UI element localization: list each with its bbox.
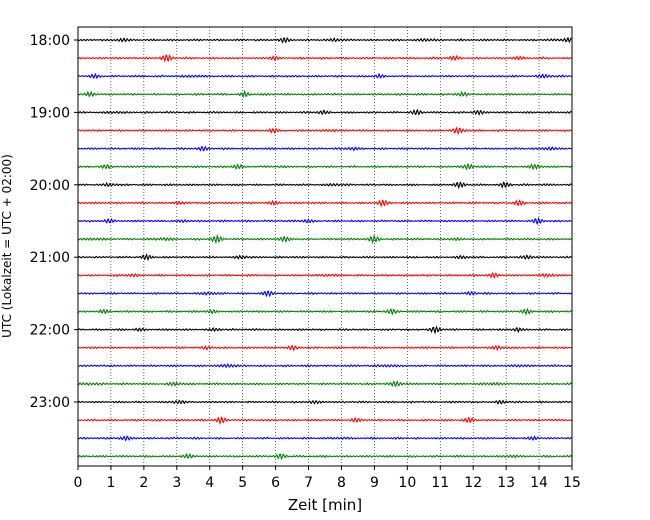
plot-frame bbox=[77, 26, 573, 467]
trace-line bbox=[77, 363, 572, 368]
trace-line bbox=[77, 36, 572, 44]
trace-line bbox=[77, 181, 572, 190]
y-tick-label: 21:00 bbox=[30, 250, 70, 266]
y-tick-label: 22:00 bbox=[30, 323, 70, 339]
trace-line bbox=[77, 234, 572, 245]
y-axis-ticks: 18:00 19:00 20:00 21:00 22:00 23:00 bbox=[30, 33, 78, 411]
x-tick-label: 12 bbox=[464, 475, 482, 491]
x-tick-label: 6 bbox=[271, 475, 280, 491]
trace-line bbox=[77, 253, 572, 262]
trace-line bbox=[77, 380, 572, 387]
trace-line bbox=[77, 145, 572, 152]
trace-line bbox=[77, 325, 572, 335]
trace-line bbox=[77, 416, 572, 426]
trace-line bbox=[77, 344, 572, 352]
x-tick-label: 14 bbox=[530, 475, 548, 491]
x-tick-label: 7 bbox=[304, 475, 313, 491]
trace-line bbox=[77, 216, 572, 226]
x-tick-label: 0 bbox=[74, 475, 83, 491]
y-tick-label: 23:00 bbox=[30, 395, 70, 411]
trace-line bbox=[77, 162, 572, 171]
y-axis-label: UTC (Lokalzeit = UTC + 02:00) bbox=[0, 154, 14, 338]
x-tick-label: 10 bbox=[398, 475, 416, 491]
trace-line bbox=[77, 199, 572, 208]
y-tick-label: 20:00 bbox=[30, 178, 70, 194]
trace-line bbox=[77, 399, 572, 405]
trace-line bbox=[77, 89, 572, 99]
trace-line bbox=[77, 307, 572, 316]
trace-line bbox=[77, 272, 572, 279]
x-tick-label: 9 bbox=[370, 475, 379, 491]
trace-line bbox=[77, 72, 572, 80]
trace-line bbox=[77, 452, 572, 461]
trace-line bbox=[77, 53, 572, 63]
trace-series bbox=[77, 36, 572, 461]
y-tick-label: 19:00 bbox=[30, 105, 70, 121]
x-tick-label: 15 bbox=[563, 475, 581, 491]
trace-line bbox=[77, 126, 572, 136]
trace-line bbox=[77, 108, 572, 116]
y-tick-label: 18:00 bbox=[30, 33, 70, 49]
grid-lines bbox=[110, 27, 540, 466]
x-tick-label: 5 bbox=[238, 475, 247, 491]
x-tick-label: 4 bbox=[205, 475, 214, 491]
x-tick-label: 13 bbox=[497, 475, 515, 491]
x-tick-label: 1 bbox=[106, 475, 115, 491]
x-tick-label: 3 bbox=[172, 475, 181, 491]
trace-line bbox=[77, 435, 572, 442]
x-tick-label: 2 bbox=[139, 475, 148, 491]
x-tick-label: 8 bbox=[337, 475, 346, 491]
x-axis-ticks: 0 1 2 3 4 5 6 7 8 9 10 11 12 13 14 15 bbox=[74, 466, 581, 491]
x-axis-label: Zeit [min] bbox=[288, 496, 362, 514]
x-tick-label: 11 bbox=[431, 475, 449, 491]
trace-line bbox=[77, 290, 572, 298]
